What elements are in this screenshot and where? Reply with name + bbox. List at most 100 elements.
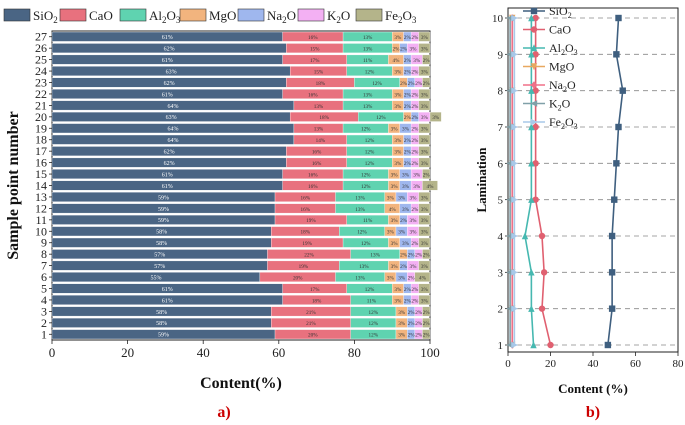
x-tick-label-b-80: 80	[673, 358, 685, 370]
data-label-mgo-sample-13: 3%	[387, 195, 395, 201]
point-fe2o3-lamination-4	[511, 232, 519, 240]
bar-fe2o3-sample-4	[418, 295, 431, 305]
data-label-mgo-sample-12: 4%	[389, 207, 397, 213]
data-label-na2o-sample-16: 2%	[404, 161, 412, 167]
data-label-k2o-sample-7: 3%	[410, 264, 418, 270]
bar-fe2o3-sample-18	[418, 134, 431, 145]
legend-label-subscript: 2	[568, 11, 572, 20]
data-label-fe2o3-sample-14: 4%	[427, 184, 435, 190]
data-label-sio2-sample-6: 55%	[150, 275, 161, 281]
point-al2o3-lamination-10	[528, 14, 535, 22]
data-label-cao-sample-23: 18%	[316, 81, 326, 87]
y-tick-label-sample-22: 22	[35, 87, 47, 101]
point-cao-lamination-8	[532, 87, 539, 94]
point-al2o3-lamination-1	[530, 341, 537, 349]
y-tick-label-sample-19: 19	[35, 121, 47, 135]
y-tick-label-sample-6: 6	[41, 270, 47, 284]
data-label-al2o3-sample-1: 12%	[369, 333, 379, 339]
bar-fe2o3-sample-14	[422, 180, 438, 191]
data-label-k2o-sample-23: 2%	[415, 81, 423, 87]
bar-fe2o3-sample-3	[422, 306, 431, 317]
bar-fe2o3-sample-11	[418, 214, 431, 225]
data-label-mgo-sample-8: 2%	[400, 253, 408, 259]
bar-fe2o3-sample-9	[418, 237, 431, 248]
data-label-fe2o3-sample-20: 3%	[432, 115, 440, 121]
data-label-sio2-sample-21: 64%	[167, 104, 178, 110]
y-tick-label-sample-11: 11	[35, 213, 47, 227]
y-tick-label-sample-17: 17	[35, 144, 47, 158]
data-label-k2o-sample-10: 3%	[410, 230, 418, 236]
data-label-mgo-sample-2: 3%	[398, 321, 406, 327]
point-cao-lamination-10	[532, 14, 539, 22]
point-sio2-lamination-10	[615, 14, 622, 22]
data-label-cao-sample-13: 16%	[301, 195, 311, 201]
legend-label-b-al2o3: Al2O3	[549, 41, 578, 57]
data-label-cao-sample-10: 18%	[301, 230, 311, 236]
plot-frame-b	[507, 7, 679, 353]
point-al2o3-lamination-3	[528, 268, 535, 276]
y-tick-label-sample-2: 2	[41, 316, 47, 330]
data-label-cao-sample-25: 17%	[310, 58, 320, 64]
data-label-cao-sample-1: 20%	[308, 333, 318, 339]
legend-swatch-k2o	[297, 8, 325, 22]
point-sio2-lamination-4	[608, 232, 616, 240]
x-tick-label-b-60: 60	[630, 358, 642, 370]
y-tick-label-sample-15: 15	[35, 167, 47, 181]
y-tick-label-sample-20: 20	[35, 110, 47, 124]
data-label-k2o-sample-12: 2%	[411, 207, 419, 213]
data-label-fe2o3-sample-25: 2%	[423, 58, 431, 64]
bar-fe2o3-sample-12	[418, 203, 431, 214]
x-tick-label-a-20: 20	[121, 345, 134, 360]
data-label-sio2-sample-24: 63%	[166, 69, 177, 75]
data-label-na2o-sample-13: 3%	[398, 195, 406, 201]
point-sio2-lamination-6	[613, 160, 620, 167]
data-label-fe2o3-sample-22: 3%	[421, 92, 429, 98]
data-label-sio2-sample-8: 57%	[154, 253, 165, 259]
data-label-fe2o3-sample-1: 2%	[423, 333, 431, 339]
y-tick-label-b-1: 1	[498, 340, 504, 352]
data-label-cao-sample-5: 17%	[310, 287, 320, 293]
data-label-mgo-sample-21: 3%	[394, 104, 402, 110]
legend-label-text: Na	[549, 78, 564, 92]
legend-label-subscript: 3	[412, 15, 417, 25]
bar-fe2o3-sample-15	[422, 169, 431, 179]
panel-label-a: a)	[217, 404, 230, 421]
point-sio2-lamination-5	[611, 196, 618, 203]
data-label-k2o-sample-25: 3%	[413, 58, 421, 64]
legend-label-text: SiO	[549, 4, 568, 18]
y-tick-label-sample-5: 5	[41, 282, 47, 296]
bar-fe2o3-sample-13	[418, 192, 431, 202]
legend-label-subscript: 2	[336, 15, 341, 25]
series-line-sio2	[607, 17, 624, 346]
data-label-mgo-sample-26: 2%	[393, 47, 401, 53]
data-label-k2o-sample-5: 2%	[411, 287, 419, 293]
data-label-fe2o3-sample-6: 4%	[419, 275, 427, 281]
bar-fe2o3-sample-17	[418, 146, 431, 157]
legend-label-text: K	[327, 8, 337, 23]
legend-swatch-cao	[59, 8, 87, 22]
legend-label-text: O	[167, 8, 176, 23]
y-tick-label-sample-18: 18	[35, 133, 47, 147]
y-tick-label-sample-8: 8	[41, 247, 47, 261]
data-label-al2o3-sample-25: 11%	[363, 58, 373, 64]
data-label-sio2-sample-11: 59%	[158, 218, 169, 224]
data-label-mgo-sample-22: 3%	[394, 92, 402, 98]
bar-fe2o3-sample-24	[418, 66, 431, 76]
data-label-al2o3-sample-15: 12%	[361, 172, 371, 178]
y-tick-label-b-6: 6	[498, 158, 504, 170]
legend-label-text: CaO	[549, 23, 571, 37]
data-label-fe2o3-sample-17: 3%	[421, 150, 429, 156]
legend-label-subscript: 2	[398, 15, 403, 25]
data-label-al2o3-sample-4: 11%	[367, 298, 377, 304]
data-label-mgo-sample-5: 3%	[394, 287, 402, 293]
data-label-k2o-sample-8: 2%	[415, 253, 423, 259]
data-label-sio2-sample-16: 62%	[164, 161, 175, 167]
legend-marker-sio2	[530, 7, 538, 15]
data-label-al2o3-sample-12: 13%	[355, 207, 365, 213]
legend-label-subscript: 2	[162, 15, 167, 25]
x-tick-label-a-40: 40	[197, 345, 210, 360]
data-label-na2o-sample-18: 2%	[404, 138, 412, 144]
y-tick-label-sample-24: 24	[35, 64, 47, 78]
data-label-mgo-sample-9: 3%	[391, 241, 399, 247]
